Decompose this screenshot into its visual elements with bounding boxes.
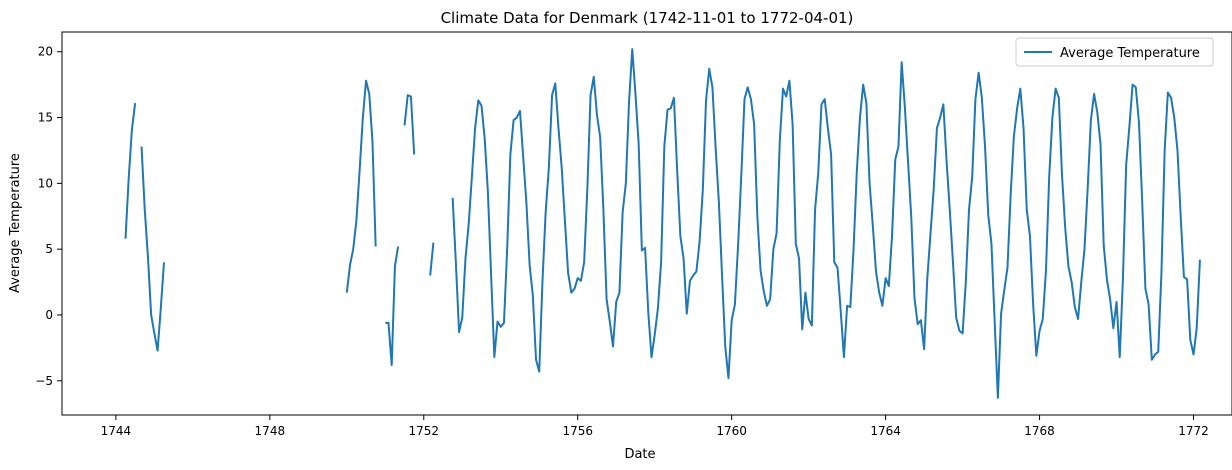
series-line-segment bbox=[451, 48, 1201, 399]
legend-label: Average Temperature bbox=[1060, 46, 1200, 61]
x-tick-label: 1760 bbox=[716, 424, 747, 438]
axes-frame bbox=[61, 31, 1232, 416]
series-line-segment bbox=[429, 242, 435, 276]
chart-title: Climate Data for Denmark (1742-11-01 to … bbox=[441, 9, 854, 27]
series-line-segment bbox=[124, 102, 137, 239]
x-tick-label: 1744 bbox=[101, 424, 132, 438]
y-tick-label: −5 bbox=[35, 374, 53, 388]
y-tick-label: 10 bbox=[38, 176, 53, 190]
legend-box bbox=[1015, 37, 1214, 67]
y-axis-ticks: −5 0 5 10 15 20 bbox=[35, 45, 62, 388]
series-line-segment bbox=[403, 94, 416, 155]
y-tick-label: 0 bbox=[45, 308, 53, 322]
x-tick-label: 1764 bbox=[870, 424, 901, 438]
x-tick-label: 1768 bbox=[1024, 424, 1055, 438]
legend: Average Temperature bbox=[1015, 37, 1214, 67]
x-tick-label: 1756 bbox=[562, 424, 593, 438]
x-tick-label: 1748 bbox=[255, 424, 286, 438]
series-line-segment bbox=[385, 246, 400, 366]
y-tick-label: 5 bbox=[45, 242, 53, 256]
x-axis-ticks: 1744 1748 1752 1756 1760 1764 1768 1772 bbox=[101, 415, 1209, 438]
x-tick-label: 1752 bbox=[409, 424, 440, 438]
plot-area bbox=[124, 48, 1201, 399]
y-axis-label: Average Temperature bbox=[8, 153, 23, 293]
x-axis-label: Date bbox=[624, 447, 655, 462]
series-line-segment bbox=[345, 79, 377, 293]
y-tick-label: 20 bbox=[38, 45, 53, 59]
y-tick-label: 15 bbox=[38, 111, 53, 125]
x-tick-label: 1772 bbox=[1178, 424, 1209, 438]
series-line-segment bbox=[140, 146, 165, 352]
